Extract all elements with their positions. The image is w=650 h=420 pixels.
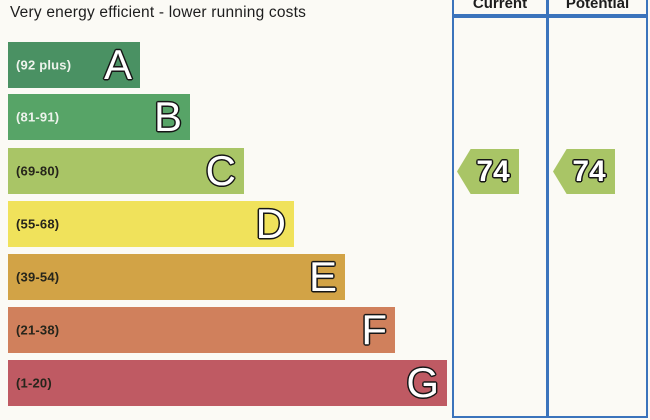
potential-rating-arrow: 74 bbox=[553, 149, 615, 194]
band-letter-c: C bbox=[205, 147, 236, 194]
band-range-a: (92 plus) bbox=[16, 57, 72, 73]
current-column: Current bbox=[452, 0, 546, 418]
band-row-b: (81-91) B bbox=[8, 94, 190, 140]
band-range-c: (69-80) bbox=[16, 163, 60, 179]
potential-column: Potential bbox=[546, 0, 648, 418]
band-row-g: (1-20) G bbox=[8, 360, 447, 406]
band-letter-a: A bbox=[103, 41, 132, 88]
band-range-f: (21-38) bbox=[16, 322, 60, 338]
band-row-d: (55-68) D bbox=[8, 201, 294, 247]
band-letter-b: B bbox=[153, 93, 182, 140]
band-letter-f: F bbox=[361, 306, 387, 353]
potential-column-header: Potential bbox=[549, 0, 646, 18]
band-letter-e: E bbox=[308, 253, 337, 300]
current-rating-value: 74 bbox=[476, 154, 510, 188]
band-range-e: (39-54) bbox=[16, 269, 60, 285]
band-range-d: (55-68) bbox=[16, 216, 60, 232]
potential-rating-value: 74 bbox=[572, 154, 606, 188]
current-rating-arrow: 74 bbox=[457, 149, 519, 194]
band-row-f: (21-38) F bbox=[8, 307, 395, 353]
current-column-header: Current bbox=[454, 0, 546, 18]
band-row-e: (39-54) E bbox=[8, 254, 345, 300]
band-row-a: (92 plus) A bbox=[8, 42, 140, 88]
current-column-label: Current bbox=[472, 0, 528, 12]
chart-caption: Very energy efficient - lower running co… bbox=[10, 4, 307, 21]
band-row-c: (69-80) C bbox=[8, 148, 244, 194]
band-range-b: (81-91) bbox=[16, 109, 60, 125]
potential-column-label: Potential bbox=[565, 0, 630, 12]
band-letter-d: D bbox=[255, 200, 286, 247]
band-range-g: (1-20) bbox=[16, 375, 52, 391]
band-letter-g: G bbox=[406, 359, 439, 406]
